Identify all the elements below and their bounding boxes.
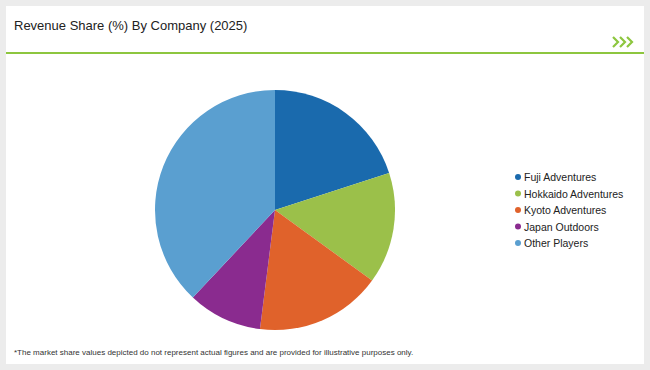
legend-label: Kyoto Adventures	[524, 204, 606, 216]
legend-label: Fuji Adventures	[524, 171, 596, 183]
legend-label: Other Players	[524, 237, 588, 249]
slice	[260, 210, 372, 330]
chevron	[620, 37, 625, 47]
legend-swatch	[515, 174, 521, 180]
legend-swatch	[515, 240, 521, 246]
legend-swatch	[515, 224, 521, 230]
chevrons	[613, 37, 632, 47]
card	[6, 6, 644, 364]
chevron	[627, 37, 632, 47]
legend-swatch	[515, 191, 521, 197]
legend: Fuji Adventures Hokkaido Adventures Kyoto …	[515, 171, 623, 249]
legend-label: Japan Outdoors	[524, 221, 599, 233]
pie	[155, 90, 395, 330]
legend-swatch	[515, 207, 521, 213]
title: Revenue Share (%) By Company (2025)	[14, 18, 247, 33]
chart: Revenue Share (%) By Company (2025) Fuji …	[0, 0, 650, 370]
header-rule	[6, 52, 644, 54]
chevron	[613, 37, 618, 47]
footnote: *The market share values depicted do not…	[14, 348, 413, 357]
slice	[155, 90, 275, 297]
legend-label: Hokkaido Adventures	[524, 188, 623, 200]
